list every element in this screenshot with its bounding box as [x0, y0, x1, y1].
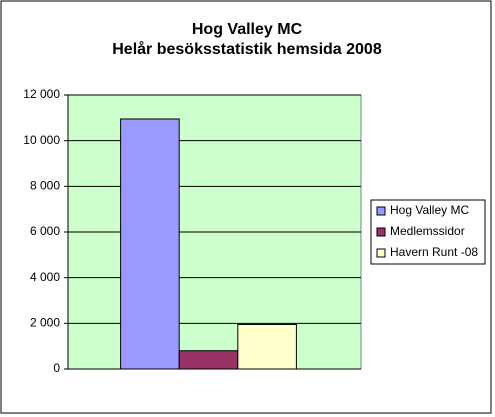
legend-swatch — [376, 206, 386, 216]
y-tick-label: 10 000 — [23, 133, 60, 147]
bar — [178, 350, 239, 370]
y-tick-label: 12 000 — [23, 87, 60, 101]
bar — [237, 323, 297, 370]
y-tick-label: 2 000 — [30, 316, 60, 330]
bar — [120, 118, 180, 370]
y-tick-label: 8 000 — [30, 179, 60, 193]
legend-box — [370, 199, 486, 265]
chart-subtitle: Helår besöksstatistik hemsida 2008 — [112, 40, 382, 58]
y-tick-label: 0 — [53, 361, 60, 375]
y-tick-label: 4 000 — [30, 270, 60, 284]
legend-label: Medlemssidor — [390, 224, 465, 238]
legend-label: Hog Valley MC — [390, 203, 469, 217]
legend-swatch — [376, 248, 386, 258]
legend-label: Havern Runt -08 — [390, 245, 478, 259]
chart-title: Hog Valley MC — [192, 21, 303, 38]
legend-swatch — [376, 227, 386, 237]
y-tick-label: 6 000 — [30, 224, 60, 238]
